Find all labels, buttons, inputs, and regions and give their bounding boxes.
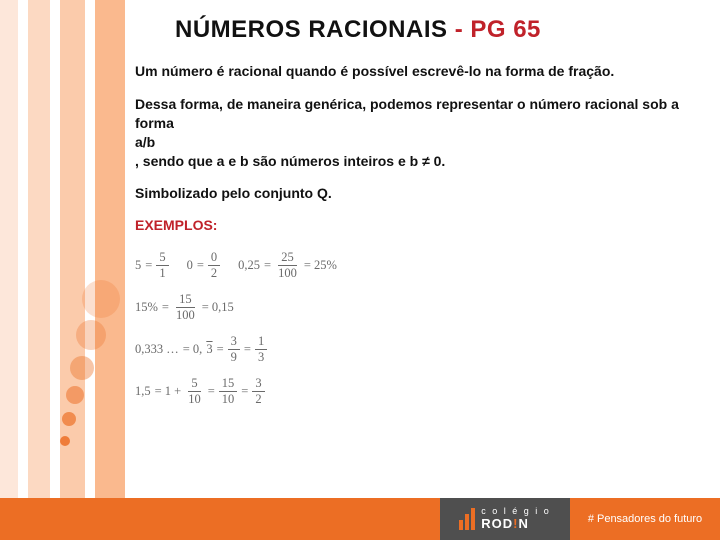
math-row-1: 5= 51 0= 02 0,25= 25100 = 25% — [135, 251, 695, 279]
footer-bar-left — [0, 498, 440, 540]
logo-bars-icon — [459, 508, 475, 530]
decorative-circles — [60, 280, 120, 500]
math-row-2: 15%= 15100 = 0,15 — [135, 293, 695, 321]
math-examples: 5= 51 0= 02 0,25= 25100 = 25% 15%= 15100… — [135, 251, 695, 405]
footer-tagline: # Pensadores do futuro — [570, 498, 720, 540]
paragraph-2: Dessa forma, de maneira genérica, podemo… — [135, 95, 695, 171]
slide-content: NÚMEROS RACIONAIS - PG 65 Um número é ra… — [135, 16, 695, 419]
paragraph-3: Simbolizado pelo conjunto Q. — [135, 184, 695, 203]
title-suffix: - PG 65 — [455, 16, 541, 43]
logo-text: c o l é g i o ROD!N — [481, 507, 551, 531]
footer-logo: c o l é g i o ROD!N — [440, 498, 570, 540]
examples-label: EXEMPLOS: — [135, 217, 695, 233]
slide-footer: c o l é g i o ROD!N # Pensadores do futu… — [0, 498, 720, 540]
slide-title: NÚMEROS RACIONAIS - PG 65 — [175, 16, 695, 44]
math-row-3: 0,333 … = 0,3 = 39 = 13 — [135, 335, 695, 363]
paragraph-1: Um número é racional quando é possível e… — [135, 62, 695, 81]
title-main: NÚMEROS RACIONAIS — [175, 16, 455, 43]
math-row-4: 1,5 = 1 + 510 = 1510 = 32 — [135, 377, 695, 405]
